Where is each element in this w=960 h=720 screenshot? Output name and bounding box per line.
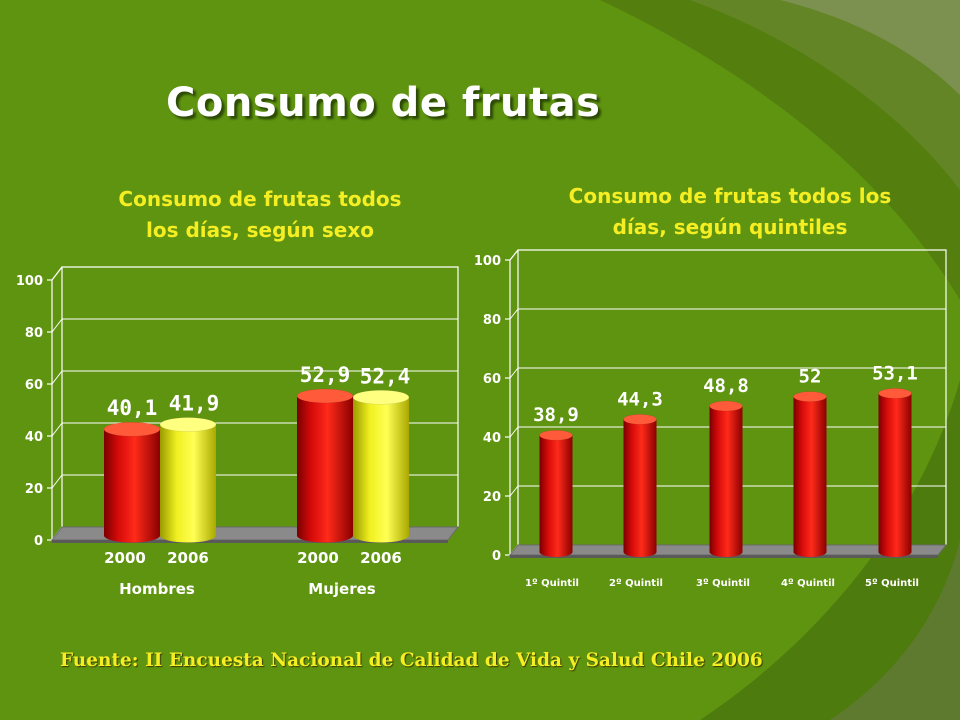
bar-2 <box>623 419 657 557</box>
x-tick-label-5: 5º Quintil <box>865 578 919 589</box>
y-tick-label: 80 <box>483 313 501 328</box>
bar-top-2 <box>623 414 657 425</box>
gridline-wall <box>509 485 519 497</box>
chart-title-quintiles-line1: Consumo de frutas todos los <box>568 184 892 208</box>
x-tick-label-1: 1º Quintil <box>525 578 579 589</box>
group-label-2: Mujeres <box>308 580 375 598</box>
x-tick-label-2: 2º Quintil <box>609 578 663 589</box>
data-label-5: 53,1 <box>872 362 918 384</box>
bar-3 <box>709 406 743 557</box>
bar-top-1 <box>103 421 161 437</box>
y-tick-label: 60 <box>25 378 43 393</box>
y-tick-label: 0 <box>34 534 43 549</box>
bar-4 <box>793 396 827 557</box>
gridline-wall <box>509 249 519 261</box>
y-tick-label: 40 <box>25 430 43 445</box>
bar-5 <box>878 393 912 557</box>
y-tick-label: 20 <box>25 482 43 497</box>
chart-title-quintiles: Consumo de frutas todos los días, según … <box>520 181 940 243</box>
bar-top-3 <box>296 388 354 404</box>
x-tick-label-2: 2006 <box>167 549 209 567</box>
source-note: Fuente: II Encuesta Nacional de Calidad … <box>60 650 763 671</box>
data-label-3: 52,9 <box>300 363 351 387</box>
gridline-wall <box>51 318 63 333</box>
bar-chart-quintiles: 0 20 40 60 80 100 38,9 44,3 48,8 52 53,1 1º Quintil… <box>474 249 948 589</box>
bar-3 <box>297 395 353 543</box>
group-label-1: Hombres <box>119 580 195 598</box>
data-label-1: 40,1 <box>107 396 158 420</box>
data-label-2: 44,3 <box>617 388 663 410</box>
chart-title-quintiles-line2: días, según quintiles <box>612 215 848 239</box>
y-tick-label: 60 <box>483 372 501 387</box>
bar-top-4 <box>793 391 827 402</box>
gridline-wall <box>51 422 63 437</box>
x-tick-label-1: 2000 <box>104 549 146 567</box>
floor-edge <box>52 540 448 543</box>
data-label-4: 52,4 <box>360 364 411 388</box>
y-tick-label: 20 <box>483 490 501 505</box>
chart-title-sexo-line2: los días, según sexo <box>146 218 374 242</box>
gridline-wall <box>509 426 519 438</box>
data-label-3: 48,8 <box>703 375 749 397</box>
bar-top-1 <box>539 429 573 441</box>
x-tick-label-4: 2006 <box>360 549 402 567</box>
data-label-4: 52 <box>799 366 822 388</box>
gridline-wall <box>51 474 63 489</box>
chart-title-sexo-line1: Consumo de frutas todos <box>118 187 402 211</box>
x-tick-label-4: 4º Quintil <box>781 578 835 589</box>
chart-title-sexo: Consumo de frutas todos los días, según … <box>70 184 450 246</box>
bar-4 <box>353 397 409 543</box>
y-tick-label: 100 <box>474 254 501 269</box>
y-tick-label: 80 <box>25 326 43 341</box>
y-tick-label: 40 <box>483 431 501 446</box>
gridline-wall <box>509 308 519 320</box>
y-tick-label: 0 <box>492 549 501 564</box>
x-tick-label-3: 3º Quintil <box>696 578 750 589</box>
data-label-2: 41,9 <box>169 392 220 416</box>
bar-top-5 <box>878 388 912 399</box>
bar-top-3 <box>709 400 743 412</box>
gridline-wall <box>51 266 63 281</box>
bar-chart-sexo: 0 20 40 60 80 100 40,1 41,9 52,9 52,4 2000 2006 2000… <box>16 266 460 598</box>
bar-top-2 <box>159 417 217 432</box>
gridline-wall <box>51 370 63 385</box>
bar-1 <box>539 435 573 557</box>
bar-2 <box>160 424 216 543</box>
bar-top-4 <box>352 390 410 405</box>
gridline-wall <box>509 367 519 379</box>
data-label-1: 38,9 <box>533 404 579 426</box>
y-tick-label: 100 <box>16 274 43 289</box>
x-tick-label-3: 2000 <box>297 549 339 567</box>
page-title: Consumo de frutas <box>166 80 601 126</box>
bar-1 <box>104 429 160 543</box>
